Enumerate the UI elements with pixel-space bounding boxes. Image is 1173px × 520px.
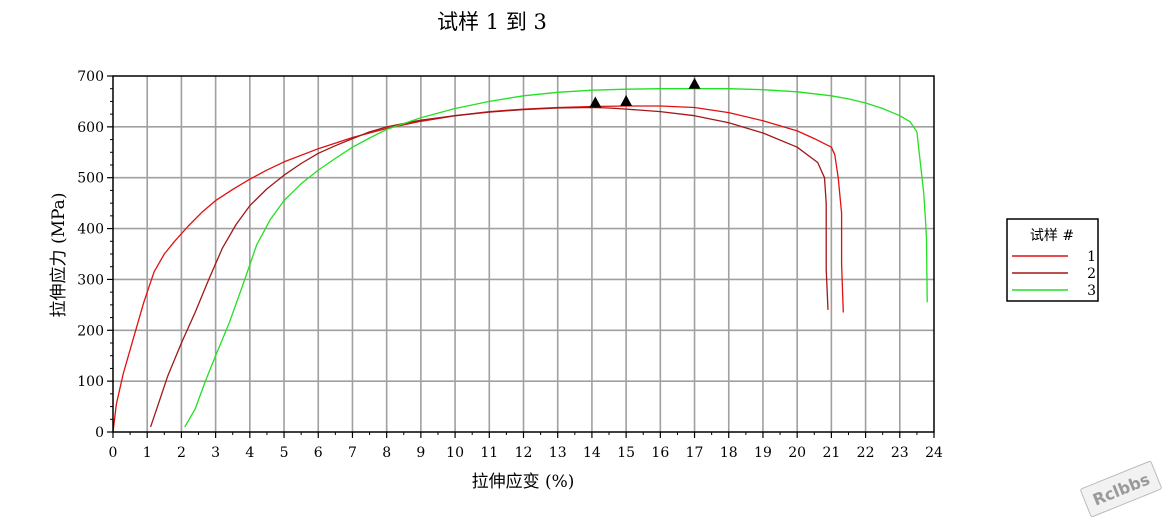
y-tick-label: 0 — [95, 425, 104, 441]
peak-marker-1 — [620, 95, 633, 107]
legend-label-2: 2 — [1087, 266, 1096, 282]
x-tick-labels: 0 1 2 3 4 5 6 7 8 9 10 11 12 13 14 15 16 17 18 19 20 21 22 23 24 — [109, 445, 943, 461]
x-tick-label: 4 — [245, 445, 254, 461]
x-tick-label: 2 — [177, 445, 186, 461]
x-tick-label: 19 — [754, 445, 772, 461]
peak-markers — [589, 77, 701, 108]
x-tick-label: 9 — [416, 445, 425, 461]
y-tick-label: 200 — [77, 323, 104, 339]
series-line-1 — [112, 105, 844, 433]
x-tick-label: 6 — [314, 445, 323, 461]
x-tick-label: 13 — [549, 445, 567, 461]
chart-title: 试样 1 到 3 — [437, 10, 547, 34]
axis-ticks — [107, 75, 935, 438]
x-tick-label: 12 — [515, 445, 533, 461]
x-tick-label: 21 — [822, 445, 840, 461]
y-tick-label: 500 — [77, 171, 104, 187]
series-line-3 — [184, 88, 928, 428]
legend-title: 试样 # — [1030, 228, 1074, 244]
x-tick-label: 20 — [788, 445, 806, 461]
x-tick-label: 10 — [446, 445, 464, 461]
y-axis-label: 拉伸应力 (MPa) — [49, 193, 69, 318]
y-tick-label: 700 — [77, 69, 104, 85]
x-tick-label: 3 — [211, 445, 220, 461]
y-tick-label: 400 — [77, 222, 104, 238]
series-line-2 — [149, 106, 829, 428]
x-tick-label: 16 — [651, 445, 669, 461]
legend-label-3: 3 — [1087, 283, 1096, 299]
x-tick-label: 7 — [348, 445, 357, 461]
x-tick-label: 0 — [109, 445, 118, 461]
legend-label-1: 1 — [1087, 249, 1096, 265]
x-tick-label: 22 — [857, 445, 875, 461]
x-tick-label: 1 — [143, 445, 152, 461]
peak-marker-3 — [688, 77, 701, 89]
x-tick-label: 5 — [280, 445, 289, 461]
legend-box — [1006, 218, 1099, 302]
x-tick-label: 23 — [891, 445, 909, 461]
watermark-logo: Rclbbs — [1080, 460, 1162, 518]
x-tick-label: 15 — [617, 445, 635, 461]
peak-marker-2 — [589, 96, 602, 108]
legend: 试样 # 1 2 3 — [1006, 218, 1099, 302]
x-tick-label: 17 — [686, 445, 704, 461]
x-tick-label: 18 — [720, 445, 738, 461]
series-lines — [112, 88, 928, 433]
x-tick-label: 11 — [480, 445, 498, 461]
x-tick-label: 14 — [583, 445, 601, 461]
y-tick-labels: 0 100 200 300 400 500 600 700 — [77, 69, 104, 441]
x-tick-label: 8 — [382, 445, 391, 461]
x-tick-label: 24 — [925, 445, 943, 461]
y-tick-label: 600 — [77, 120, 104, 136]
grid-lines — [113, 76, 934, 432]
y-tick-label: 300 — [77, 272, 104, 288]
y-tick-label: 100 — [77, 374, 104, 390]
plot-frame — [112, 75, 935, 433]
x-axis-label: 拉伸应变 (%) — [472, 472, 575, 492]
